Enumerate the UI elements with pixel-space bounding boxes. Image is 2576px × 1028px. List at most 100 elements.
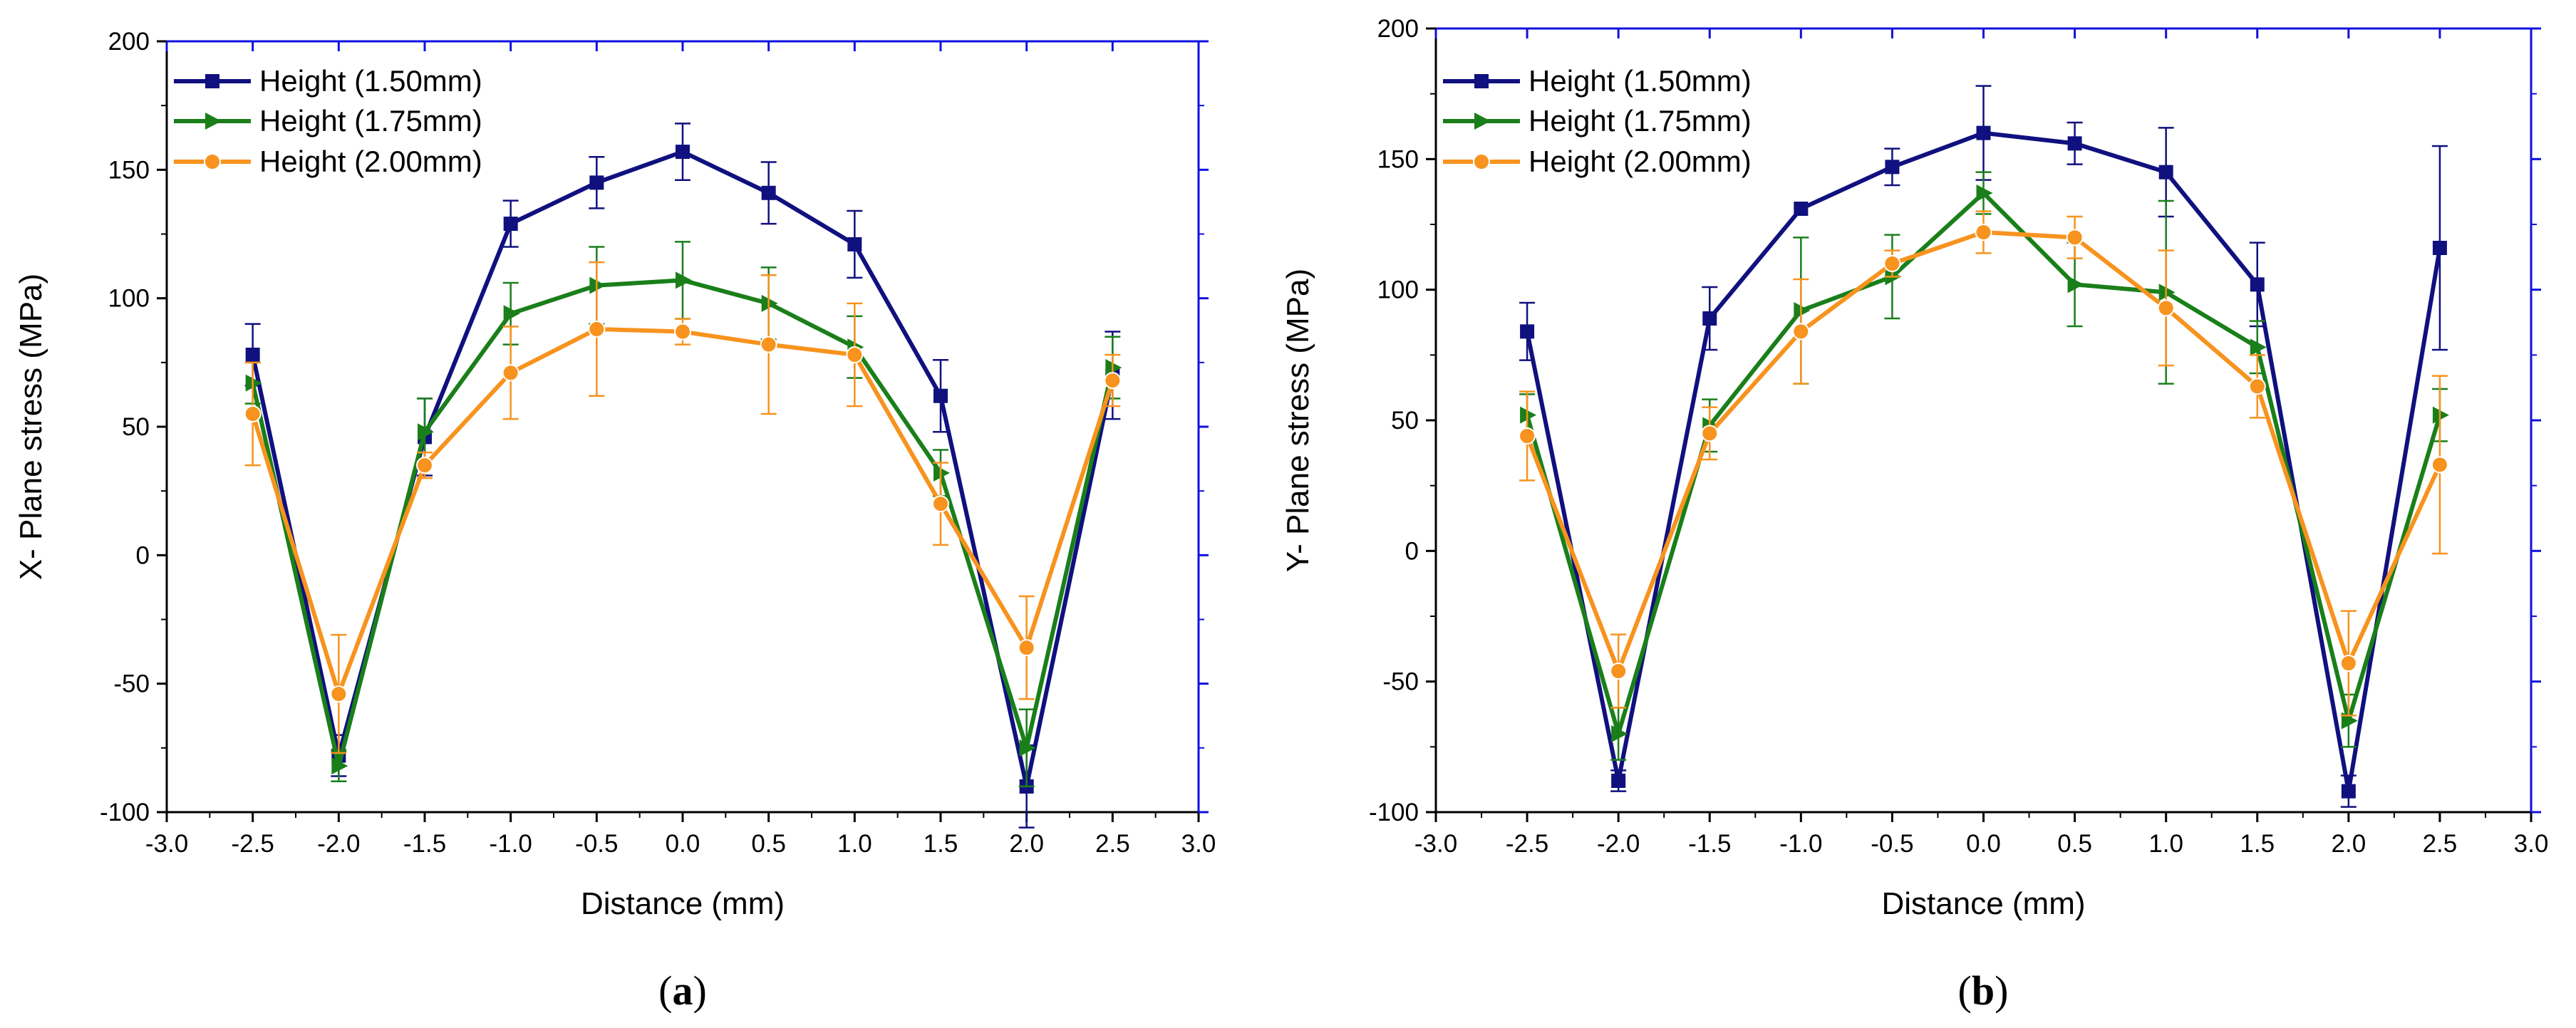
legend-marker: [205, 113, 222, 130]
legend: Height (1.50mm) Height (1.75mm) Height (2.…: [174, 64, 482, 178]
series-3: [1519, 210, 2448, 717]
data-point: [760, 336, 777, 353]
data-point: [331, 757, 348, 775]
legend-marker: [1474, 74, 1489, 88]
panel-label-close-paren: ): [1995, 967, 2008, 1014]
data-point: [676, 145, 690, 160]
data-point: [2339, 655, 2357, 672]
x-tick-label: 2.0: [1009, 830, 1044, 858]
data-point: [2250, 277, 2265, 292]
panel-label: (b): [1958, 967, 2009, 1014]
data-point: [2250, 338, 2267, 356]
y-tick-label: 100: [108, 285, 150, 313]
legend-label: Height (1.75mm): [259, 104, 482, 137]
data-point: [503, 217, 518, 232]
y-tick-label: -50: [1382, 668, 1419, 696]
data-point: [2431, 456, 2448, 474]
series-1: [244, 123, 1121, 829]
x-tick-label: -0.5: [575, 830, 618, 858]
data-point: [1019, 739, 1036, 757]
x-tick-label: 0.0: [1966, 830, 2001, 858]
legend-label: Height (1.50mm): [1528, 64, 1752, 98]
data-point: [676, 271, 692, 289]
data-point: [244, 405, 262, 422]
data-point: [416, 457, 433, 474]
x-tick-label: -2.0: [317, 830, 360, 858]
legend-marker: [1473, 153, 1490, 170]
data-point: [1105, 359, 1122, 377]
legend-label: Height (2.00mm): [1528, 145, 1752, 178]
x-tick-label: 1.0: [837, 830, 872, 858]
data-point: [933, 388, 948, 403]
legend-marker: [1474, 113, 1491, 130]
x-tick-label: 0.5: [2057, 830, 2092, 858]
x-tick-label: 3.0: [1181, 830, 1216, 858]
x-tick-label: 0.0: [666, 830, 700, 858]
panel-label-letter: a: [673, 967, 693, 1014]
data-point: [245, 348, 260, 363]
data-point: [2158, 284, 2176, 301]
series-line: [250, 326, 1115, 697]
x-tick-label: -2.0: [1597, 830, 1640, 858]
panel-label-close-paren: ): [693, 967, 707, 1014]
data-point: [761, 185, 776, 200]
x-tick-label: -3.0: [1414, 830, 1457, 858]
x-tick-label: -0.5: [1871, 830, 1913, 858]
data-point: [1794, 302, 1811, 319]
data-point: [2067, 136, 2082, 151]
series-2: [1519, 171, 2449, 761]
y-tick-label: 100: [1377, 276, 1419, 304]
series-line: [1525, 230, 2442, 673]
series-3: [244, 261, 1122, 754]
x-tick-label: 2.5: [1095, 830, 1130, 858]
data-point: [2158, 165, 2173, 180]
data-point: [2066, 229, 2084, 246]
y-tick-label: 200: [108, 28, 150, 56]
y-tick-label: 50: [1391, 407, 1419, 435]
y-tick-label: 200: [1377, 15, 1419, 43]
data-point: [2341, 712, 2358, 730]
x-tick-label: 0.5: [751, 830, 786, 858]
data-point: [1885, 160, 1900, 175]
data-point: [847, 237, 862, 251]
data-point: [1792, 323, 1810, 341]
data-point: [932, 495, 949, 513]
x-axis-title: Distance (mm): [581, 886, 785, 921]
data-point: [1519, 427, 1536, 445]
panel-label: (a): [658, 967, 707, 1014]
y-tick-label: 0: [1405, 537, 1419, 565]
data-point: [1611, 725, 1628, 742]
data-point: [503, 305, 520, 323]
data-point: [245, 374, 262, 392]
x-tick-label: 1.5: [2240, 830, 2275, 858]
legend-label: Height (1.75mm): [1528, 104, 1752, 137]
series-line: [1525, 191, 2442, 736]
y-axis-title: Y- Plane stress (MPa): [1281, 269, 1315, 572]
x-tick-label: -1.5: [1688, 830, 1731, 858]
data-point: [674, 323, 691, 341]
x-tick-label: 2.0: [2332, 830, 2366, 858]
data-point: [1104, 372, 1122, 390]
legend-label: Height (1.50mm): [259, 64, 482, 98]
series-line: [250, 278, 1115, 769]
y-tick-label: 50: [122, 413, 150, 441]
data-point: [1702, 311, 1717, 326]
data-point: [588, 320, 606, 338]
data-point: [1975, 224, 1992, 241]
x-axis-title: Distance (mm): [1881, 886, 2085, 921]
data-point: [2157, 299, 2175, 317]
data-point: [1976, 125, 1991, 140]
data-point: [589, 175, 604, 190]
data-point: [2341, 784, 2356, 799]
x-tick-label: -1.0: [1779, 830, 1822, 858]
x-tick-label: -1.5: [403, 830, 446, 858]
panel-label-open-paren: (: [1958, 967, 1972, 1014]
y-tick-label: -100: [100, 799, 150, 826]
data-point: [589, 276, 606, 294]
data-point: [846, 346, 864, 364]
data-point: [1018, 639, 1035, 657]
data-point: [1520, 406, 1537, 424]
legend-label: Height (2.00mm): [259, 145, 482, 178]
y-tick-label: 150: [1377, 145, 1419, 173]
y-axis-title: X- Plane stress (MPa): [14, 274, 48, 580]
